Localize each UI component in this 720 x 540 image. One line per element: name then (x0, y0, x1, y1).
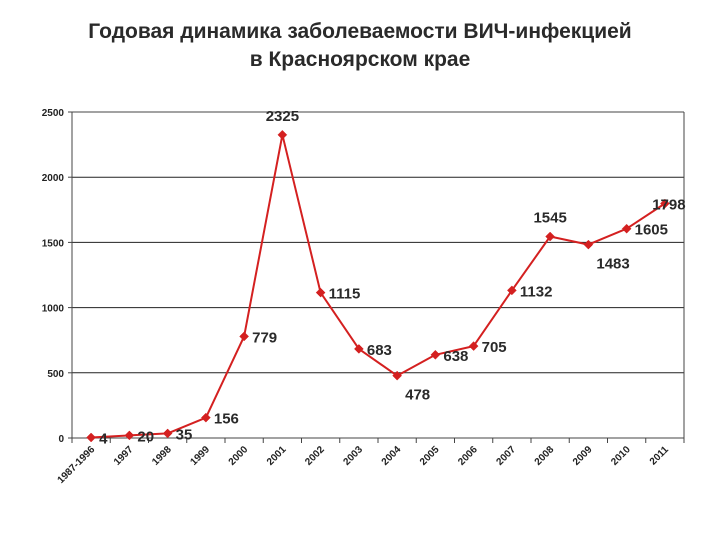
x-tick-label: 1987-1996 (56, 444, 98, 486)
series-polyline (91, 133, 666, 439)
data-point-marker (124, 430, 135, 441)
data-point-marker (430, 349, 441, 360)
data-point-marker (354, 344, 364, 354)
data-label: 779 (252, 329, 277, 346)
x-tick-label: 2011 (648, 444, 671, 467)
x-tick-label: 2005 (418, 444, 442, 468)
x-tick-label: 2007 (494, 444, 518, 468)
data-label: 638 (443, 348, 468, 365)
y-tick-label: 0 (58, 434, 64, 445)
data-point-marker (583, 239, 594, 250)
data-point-marker (239, 331, 249, 342)
data-label: 35 (176, 426, 193, 443)
data-label: 4 (99, 430, 108, 447)
data-label: 1605 (635, 222, 668, 239)
data-point-marker (392, 370, 402, 381)
data-point-marker (660, 198, 670, 209)
x-tick-label: 1998 (150, 444, 174, 468)
chart-title-line-1: Годовая динамика заболеваемости ВИЧ-инфе… (88, 20, 632, 43)
data-point-marker (315, 287, 326, 298)
y-tick-label: 2500 (42, 108, 65, 119)
data-point-marker (201, 412, 211, 423)
axes (68, 111, 685, 443)
data-point-marker (621, 223, 632, 234)
data-point-marker (468, 341, 479, 351)
data-point-marker (86, 432, 96, 443)
data-point-marker (162, 428, 173, 439)
data-label: 156 (214, 411, 239, 428)
x-tick-label: 2001 (265, 444, 289, 468)
x-tick-label: 2002 (303, 444, 327, 468)
data-markers (86, 129, 670, 443)
chart-title-line-2: в Красноярском крае (249, 48, 471, 71)
data-label: 705 (482, 339, 507, 356)
y-tick-label: 2000 (42, 173, 65, 184)
chart-title: Годовая динамика заболеваемости ВИЧ-инфе… (0, 18, 720, 74)
data-label: 478 (405, 387, 430, 404)
data-labels: 4 20 35 156 779 2325 1115 683 478 638 705 1132 1545 1… (99, 108, 685, 448)
x-tick-label: 2009 (571, 444, 595, 468)
y-tick-labels: 0 500 1000 1500 2000 2500 (42, 108, 65, 445)
data-point-marker (507, 285, 517, 296)
x-tick-label: 1999 (188, 444, 212, 468)
x-tick-label: 2000 (227, 444, 251, 468)
x-tick-label: 1997 (112, 444, 136, 468)
y-tick-label: 500 (47, 369, 64, 380)
x-tick-label: 2003 (341, 444, 365, 468)
x-tick-label: 2010 (609, 444, 633, 468)
data-point-marker (545, 231, 555, 242)
y-tick-label: 1500 (42, 238, 65, 249)
x-tick-label: 2004 (380, 444, 404, 468)
x-tick-label: 2008 (533, 444, 557, 468)
y-tick-label: 1000 (42, 304, 65, 315)
data-label: 1483 (596, 256, 629, 273)
data-label: 2325 (266, 108, 299, 125)
data-label: 1115 (329, 286, 361, 303)
data-point-marker (277, 129, 288, 140)
x-tick-labels: 1987-1996 1997 1998 1999 2000 2001 2002 2003 200… (56, 444, 672, 486)
data-label: 1132 (520, 283, 553, 300)
data-label: 1798 (652, 197, 685, 214)
series-line (91, 133, 666, 439)
x-tick-label: 2006 (456, 444, 480, 468)
data-label: 683 (367, 342, 392, 359)
data-label: 1545 (533, 210, 566, 227)
data-label: 20 (137, 428, 154, 445)
